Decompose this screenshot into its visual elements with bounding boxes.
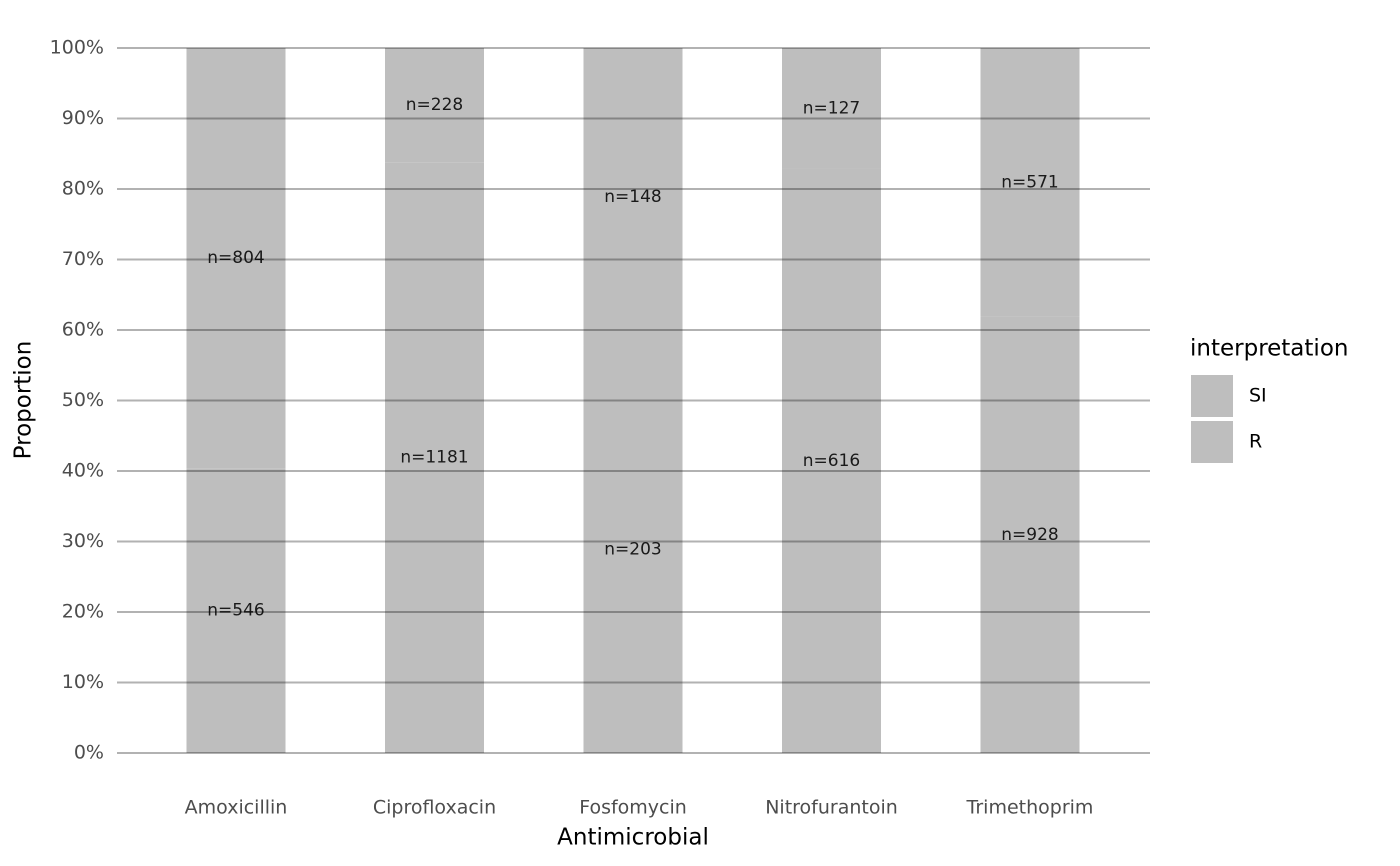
x-tick-label: Trimethoprim (966, 797, 1094, 819)
bar-segment (583, 48, 683, 346)
bar-segment (186, 468, 286, 753)
y-tick-label: 100% (50, 37, 104, 59)
bar-segment (782, 48, 881, 169)
legend-label: SI (1249, 385, 1267, 407)
y-tick-label: 60% (62, 319, 104, 341)
y-tick-label: 30% (62, 530, 104, 552)
y-tick-label: 50% (62, 389, 104, 411)
x-tick-label: Fosfomycin (579, 797, 687, 819)
y-tick-label: 70% (62, 248, 104, 270)
data-label: n=804 (207, 248, 264, 268)
data-label: n=203 (604, 539, 661, 559)
data-label: n=127 (803, 98, 860, 118)
bar-segment (583, 345, 683, 753)
bar-segment (980, 48, 1080, 317)
data-label: n=228 (406, 95, 463, 115)
x-tick-label: Ciprofloxacin (373, 797, 496, 819)
y-tick-label: 0% (74, 742, 104, 764)
bar-segment (186, 48, 286, 469)
data-label: n=571 (1001, 172, 1058, 192)
y-tick-label: 80% (62, 178, 104, 200)
x-tick-label: Amoxicillin (185, 797, 288, 819)
x-axis-title: Antimicrobial (557, 825, 709, 851)
data-label: n=616 (803, 451, 860, 471)
y-tick-label: 90% (62, 107, 104, 129)
legend-swatch (1191, 421, 1233, 463)
data-label: n=546 (207, 601, 264, 621)
y-axis-title: Proportion (11, 341, 37, 460)
data-label: n=928 (1001, 525, 1058, 545)
y-tick-label: 40% (62, 460, 104, 482)
legend-label: R (1249, 431, 1262, 453)
data-label: n=148 (604, 187, 661, 207)
bar-segment (782, 168, 881, 753)
x-tick-label: Nitrofurantoin (765, 797, 898, 819)
data-label: n=1181 (400, 448, 468, 468)
bar-segment (385, 162, 484, 753)
bar-segment (385, 48, 484, 163)
y-tick-label: 10% (62, 671, 104, 693)
bar-segment (980, 316, 1080, 753)
legend-swatch (1191, 375, 1233, 417)
y-tick-label: 20% (62, 601, 104, 623)
legend-title: interpretation (1190, 336, 1348, 362)
